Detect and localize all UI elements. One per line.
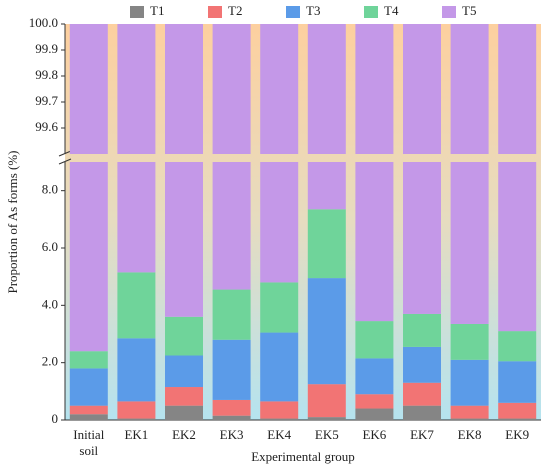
bar-segment bbox=[260, 282, 299, 333]
bar-segment bbox=[69, 368, 108, 406]
bar-segment bbox=[117, 401, 156, 419]
bar-segment bbox=[212, 339, 251, 400]
y-tick-label: 99.6 bbox=[35, 119, 58, 134]
bar-segment bbox=[498, 331, 537, 362]
bar-segment bbox=[117, 272, 156, 339]
axis-break bbox=[58, 158, 72, 165]
y-tick-label: 2.0 bbox=[42, 354, 58, 369]
bar-segment bbox=[355, 408, 394, 420]
legend-label: T3 bbox=[306, 3, 320, 18]
y-tick-label: 6.0 bbox=[42, 239, 58, 254]
bar-segment bbox=[355, 394, 394, 409]
bar-segment bbox=[212, 399, 251, 416]
bar-segment bbox=[450, 323, 489, 360]
legend-swatch bbox=[208, 6, 222, 18]
bar-segment bbox=[403, 313, 441, 347]
bar-segment bbox=[260, 24, 299, 154]
bar-segment bbox=[450, 418, 489, 420]
bar-segment bbox=[69, 162, 108, 352]
x-tick-label: EK5 bbox=[315, 427, 339, 442]
bar-segment bbox=[212, 415, 251, 420]
bar-segment bbox=[307, 209, 346, 279]
bar-segment bbox=[117, 338, 156, 402]
bar-segment bbox=[307, 24, 346, 154]
legend-label: T1 bbox=[150, 3, 164, 18]
y-axis-label: Proportion of As forms (%) bbox=[5, 151, 20, 294]
y-tick-label: 99.8 bbox=[35, 67, 58, 82]
x-tick-label: EK9 bbox=[505, 427, 529, 442]
x-tick-label: EK7 bbox=[410, 427, 434, 442]
bar-segment bbox=[498, 402, 537, 419]
bar-segment bbox=[355, 24, 394, 154]
bar-segment bbox=[450, 162, 489, 324]
bar-segment bbox=[260, 332, 299, 402]
y-tick-label: 100.0 bbox=[29, 15, 58, 30]
bar-segment bbox=[403, 382, 441, 406]
bar-segment bbox=[498, 361, 537, 403]
bar-segment bbox=[403, 346, 441, 383]
bar-segment bbox=[165, 162, 203, 317]
axis-break bbox=[58, 150, 72, 157]
legend-swatch bbox=[442, 6, 456, 18]
bar-segment bbox=[450, 405, 489, 419]
bar-segment bbox=[260, 162, 299, 283]
bar-segment bbox=[165, 387, 203, 406]
bar-segment bbox=[165, 316, 203, 356]
x-axis-label: Experimental group bbox=[251, 449, 355, 464]
bar-segment bbox=[355, 321, 394, 359]
bar-segment bbox=[307, 384, 346, 418]
bar-segment bbox=[403, 24, 441, 154]
bar-segment bbox=[260, 418, 299, 420]
bar-segment bbox=[69, 414, 108, 420]
bar-segment bbox=[450, 359, 489, 406]
y-tick-label: 4.0 bbox=[42, 296, 58, 311]
y-tick-label: 99.7 bbox=[35, 93, 58, 108]
bar-segment bbox=[212, 162, 251, 290]
legend-swatch bbox=[286, 6, 300, 18]
bar-segment bbox=[355, 358, 394, 395]
bar-segment bbox=[165, 24, 203, 154]
bar-segment bbox=[307, 278, 346, 385]
bar-segment bbox=[165, 405, 203, 420]
bar-segment bbox=[212, 289, 251, 340]
bar-segment bbox=[69, 405, 108, 415]
x-tick-label: EK8 bbox=[458, 427, 482, 442]
x-tick-label: EK1 bbox=[124, 427, 148, 442]
bar-segment bbox=[117, 162, 156, 273]
bar-segment bbox=[260, 401, 299, 419]
y-tick-label: 99.9 bbox=[35, 41, 58, 56]
legend-label: T5 bbox=[462, 3, 476, 18]
bar-segment bbox=[498, 162, 537, 332]
y-tick-label: 8.0 bbox=[42, 182, 58, 197]
bar-segment bbox=[69, 24, 108, 154]
legend-label: T4 bbox=[384, 3, 399, 18]
bar-segment bbox=[165, 355, 203, 388]
x-tick-label: Initial soil bbox=[73, 427, 104, 458]
legend-swatch bbox=[364, 6, 378, 18]
bar-segment bbox=[403, 405, 441, 420]
x-tick-label: EK4 bbox=[267, 427, 291, 442]
bar-segment bbox=[307, 417, 346, 420]
bar-segment bbox=[307, 162, 346, 210]
bar-segment bbox=[117, 24, 156, 154]
x-tick-label: EK3 bbox=[220, 427, 244, 442]
bar-segment bbox=[355, 162, 394, 322]
x-tick-label: EK6 bbox=[362, 427, 386, 442]
legend-swatch bbox=[130, 6, 144, 18]
y-tick-label: 0 bbox=[52, 411, 59, 426]
bar-segment bbox=[117, 418, 156, 420]
legend-label: T2 bbox=[228, 3, 242, 18]
bar-segment bbox=[403, 162, 441, 314]
bar-segment bbox=[498, 418, 537, 420]
bar-segment bbox=[69, 351, 108, 369]
bar-segment bbox=[450, 24, 489, 154]
bar-segment bbox=[498, 24, 537, 154]
bar-segment bbox=[212, 24, 251, 154]
x-tick-label: EK2 bbox=[172, 427, 196, 442]
